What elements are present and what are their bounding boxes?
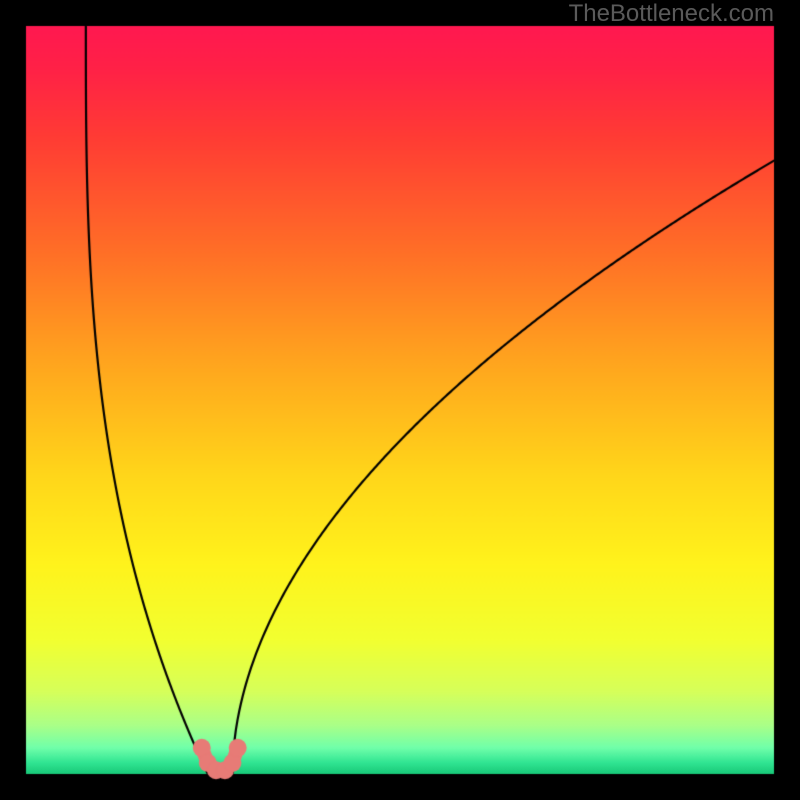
chart-container: TheBottleneck.com <box>0 0 800 800</box>
bottleneck-curve <box>0 0 800 800</box>
watermark-text: TheBottleneck.com <box>569 0 774 28</box>
